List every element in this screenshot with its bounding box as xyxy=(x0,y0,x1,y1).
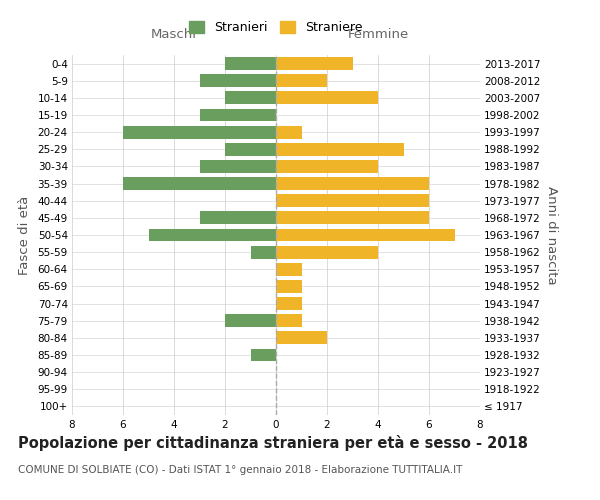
Bar xyxy=(276,246,378,258)
Bar xyxy=(225,314,276,327)
Bar xyxy=(199,74,276,87)
Bar xyxy=(276,212,429,224)
Bar xyxy=(276,280,302,293)
Bar xyxy=(276,74,327,87)
Bar xyxy=(199,108,276,122)
Bar xyxy=(123,177,276,190)
Text: Maschi: Maschi xyxy=(151,28,197,42)
Bar xyxy=(276,177,429,190)
Bar xyxy=(199,212,276,224)
Bar xyxy=(276,194,429,207)
Y-axis label: Anni di nascita: Anni di nascita xyxy=(545,186,557,284)
Bar xyxy=(276,314,302,327)
Bar xyxy=(251,246,276,258)
Bar xyxy=(251,348,276,362)
Bar xyxy=(276,160,378,173)
Text: Femmine: Femmine xyxy=(347,28,409,42)
Bar xyxy=(276,57,353,70)
Bar xyxy=(123,126,276,138)
Bar xyxy=(225,143,276,156)
Bar xyxy=(276,297,302,310)
Bar xyxy=(276,92,378,104)
Bar xyxy=(149,228,276,241)
Bar xyxy=(276,228,455,241)
Bar xyxy=(225,92,276,104)
Bar xyxy=(276,332,327,344)
Bar xyxy=(199,160,276,173)
Legend: Stranieri, Straniere: Stranieri, Straniere xyxy=(184,16,368,40)
Bar xyxy=(276,143,404,156)
Text: Popolazione per cittadinanza straniera per età e sesso - 2018: Popolazione per cittadinanza straniera p… xyxy=(18,435,528,451)
Text: COMUNE DI SOLBIATE (CO) - Dati ISTAT 1° gennaio 2018 - Elaborazione TUTTITALIA.I: COMUNE DI SOLBIATE (CO) - Dati ISTAT 1° … xyxy=(18,465,463,475)
Bar xyxy=(276,263,302,276)
Bar xyxy=(225,57,276,70)
Bar xyxy=(276,126,302,138)
Y-axis label: Fasce di età: Fasce di età xyxy=(17,196,31,274)
